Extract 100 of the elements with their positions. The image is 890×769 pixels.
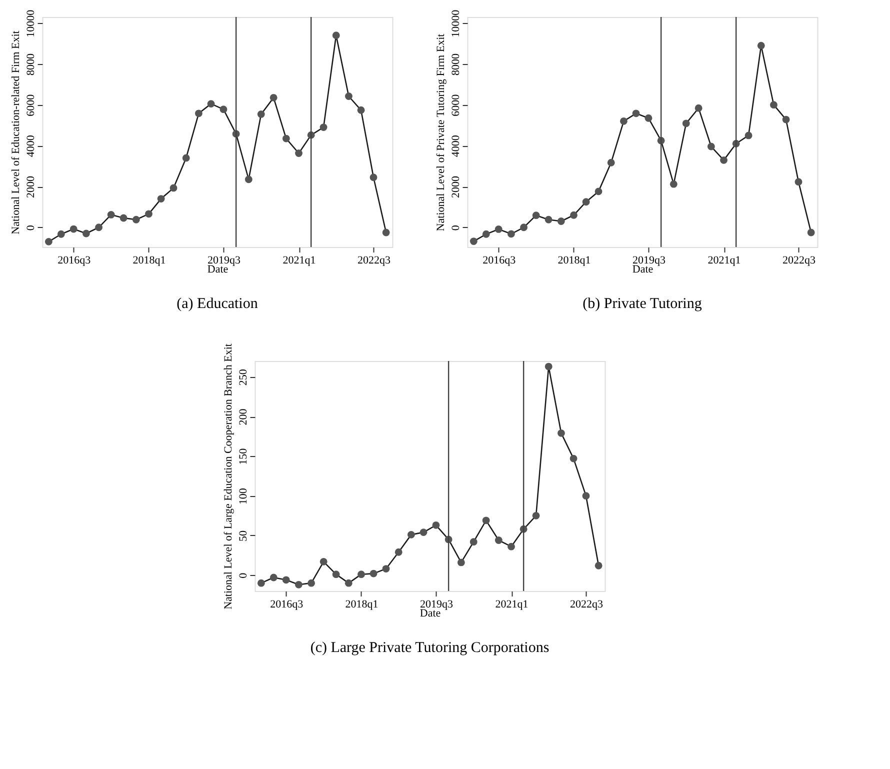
x-tick-label: 2018q1 xyxy=(345,598,378,610)
point xyxy=(570,454,578,462)
point xyxy=(594,188,602,196)
y-tick-label: 4000 xyxy=(450,134,462,158)
y-tick-label: 8000 xyxy=(450,52,462,76)
point xyxy=(294,580,302,588)
point xyxy=(370,570,378,578)
point xyxy=(457,558,465,566)
point xyxy=(470,538,478,546)
point xyxy=(620,117,628,125)
point xyxy=(257,579,265,587)
y-tick-label: 150 xyxy=(237,448,250,465)
point xyxy=(344,579,352,587)
point xyxy=(794,178,802,186)
point xyxy=(720,156,728,164)
point xyxy=(320,558,328,566)
point xyxy=(194,110,202,118)
point xyxy=(744,132,752,140)
y-tick-label: 50 xyxy=(237,530,250,542)
point xyxy=(394,548,402,556)
x-tick-label: 2022q3 xyxy=(782,254,816,266)
point xyxy=(282,576,290,584)
point xyxy=(570,211,578,219)
y-tick-label: 6000 xyxy=(450,94,462,116)
point xyxy=(107,211,115,218)
point xyxy=(170,184,178,192)
point xyxy=(270,574,278,582)
y-axis-title: National Level of Private Tutoring Firm Exit xyxy=(434,34,447,232)
point xyxy=(244,176,252,184)
y-tick-label: 10000 xyxy=(24,9,37,38)
point xyxy=(382,228,390,236)
point xyxy=(295,150,302,157)
point xyxy=(332,570,340,578)
y-tick-label: 0 xyxy=(24,224,37,231)
point xyxy=(607,158,615,166)
y-tick-label: 200 xyxy=(237,408,250,426)
y-tick-label: 2000 xyxy=(450,176,462,198)
x-tick-label: 2016q3 xyxy=(482,254,516,266)
point xyxy=(507,230,515,238)
point xyxy=(358,570,365,578)
x-tick-label: 2021q1 xyxy=(495,598,528,610)
text: (a) Education xyxy=(176,296,258,312)
point xyxy=(544,216,552,224)
point xyxy=(308,579,315,587)
point xyxy=(494,226,502,233)
point xyxy=(257,110,265,118)
x-tick-label: 2019q3 xyxy=(207,254,241,266)
point xyxy=(482,230,490,238)
x-tick-label: 2022q3 xyxy=(570,598,604,610)
point xyxy=(432,521,440,529)
point xyxy=(520,224,528,232)
y-tick-label: 0 xyxy=(237,572,250,578)
point xyxy=(557,218,565,225)
y-tick-label: 8000 xyxy=(24,52,37,76)
x-tick-label: 2022q3 xyxy=(358,254,391,266)
point xyxy=(407,530,415,538)
point xyxy=(544,362,552,370)
point xyxy=(57,230,65,238)
y-tick-label: 4000 xyxy=(24,134,37,158)
point xyxy=(370,174,378,182)
x-tick-label: 2019q3 xyxy=(420,598,454,610)
point xyxy=(682,120,690,128)
point xyxy=(157,195,165,202)
x-tick-label: 2021q1 xyxy=(282,254,316,266)
point xyxy=(558,429,565,437)
y-axis-title: National Level of Large Education Cooperation Branch Exit xyxy=(222,344,234,610)
point xyxy=(644,114,652,122)
point xyxy=(44,238,52,246)
point xyxy=(357,106,365,114)
x-axis-title: Date xyxy=(420,608,441,620)
point xyxy=(420,528,428,536)
point xyxy=(694,104,702,112)
point xyxy=(757,42,765,50)
point xyxy=(494,536,502,544)
point xyxy=(670,180,678,188)
text: (b) Private Tutoring xyxy=(582,296,702,312)
point xyxy=(132,216,140,224)
point xyxy=(470,238,478,245)
point xyxy=(532,212,540,220)
point xyxy=(95,224,102,232)
x-tick-label: 2018q1 xyxy=(132,254,166,266)
y-tick-label: 6000 xyxy=(24,94,37,116)
x-tick-label: 2021q1 xyxy=(708,254,741,266)
point xyxy=(332,32,340,40)
x-tick-label: 2018q1 xyxy=(558,254,591,266)
x-tick-label: 2016q3 xyxy=(270,598,304,610)
y-tick-label: 0 xyxy=(450,224,462,231)
point xyxy=(345,92,352,100)
point xyxy=(320,124,328,132)
point xyxy=(270,94,278,102)
point xyxy=(182,154,190,162)
point xyxy=(508,542,515,550)
point xyxy=(382,565,390,572)
point xyxy=(70,225,78,233)
text: (c) Large Private Tutoring Corporations xyxy=(310,640,550,656)
y-tick-label: 250 xyxy=(237,368,250,386)
point xyxy=(220,106,228,114)
y-tick-label: 10000 xyxy=(450,9,462,38)
x-tick-label: 2016q3 xyxy=(58,254,92,266)
point xyxy=(582,198,590,206)
